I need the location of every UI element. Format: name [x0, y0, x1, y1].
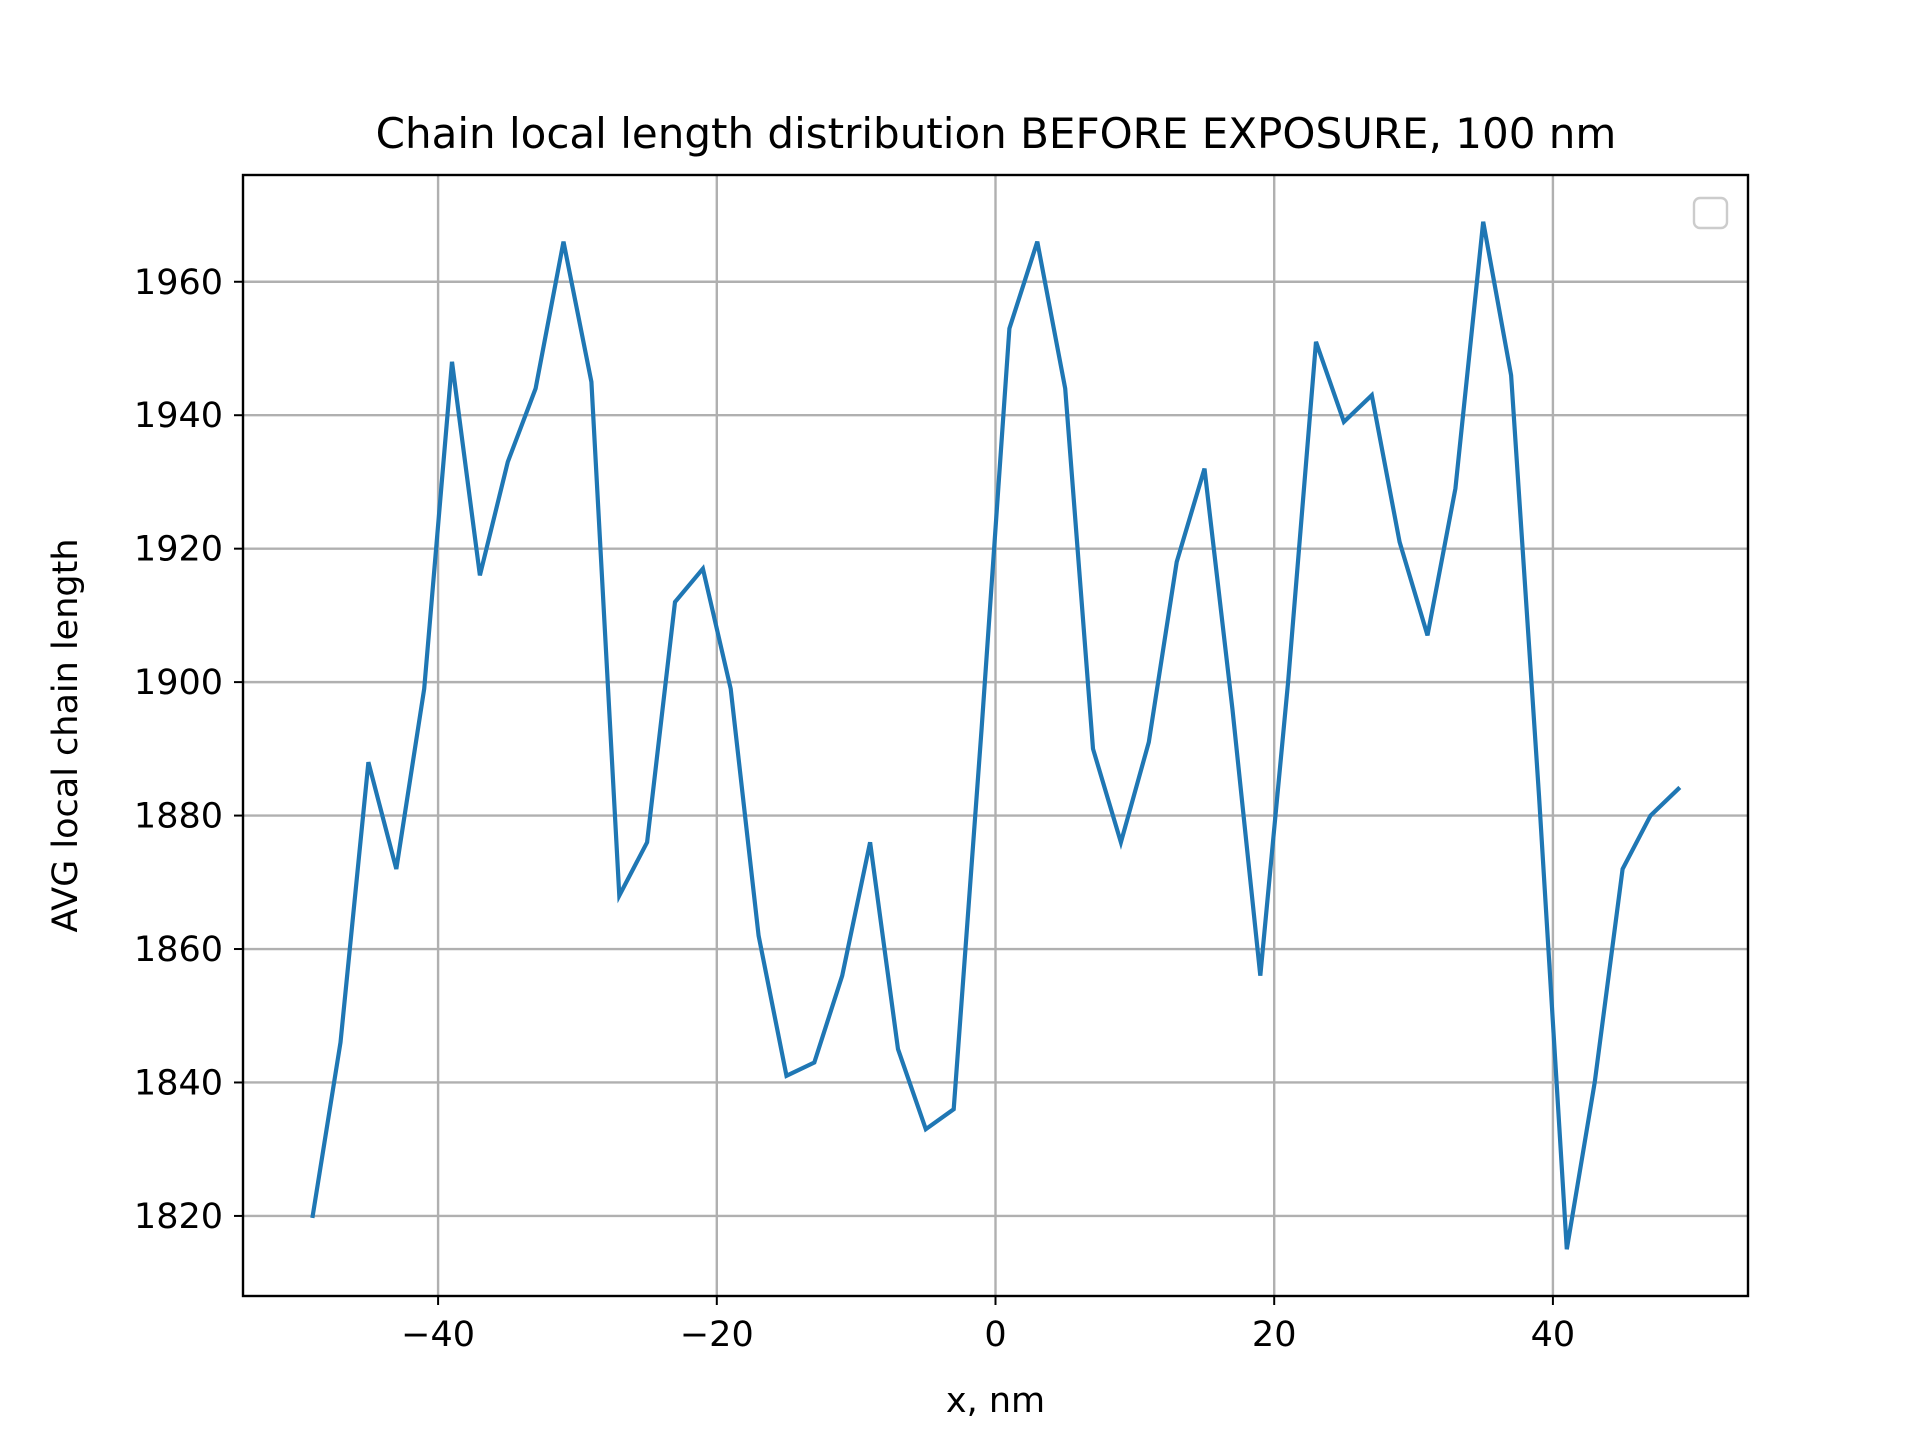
y-tick-label: 1860 — [134, 930, 223, 970]
series-line — [310, 221, 1682, 1250]
chart-title: Chain local length distribution BEFORE E… — [376, 109, 1617, 158]
y-tick-label: 1840 — [134, 1063, 223, 1103]
x-tick-label: 20 — [1252, 1315, 1297, 1355]
y-tick-label: 1880 — [134, 797, 223, 837]
y-axis-label: AVG local chain length — [46, 538, 86, 932]
series-layer — [310, 221, 1682, 1250]
y-tick-label: 1920 — [134, 530, 223, 570]
x-tick-label: −40 — [401, 1315, 475, 1355]
ticks: −40 −20 0 20 40 1820 1840 1860 1880 1900 1920 1940 1… — [134, 263, 1575, 1355]
grid — [243, 175, 1748, 1296]
x-tick-label: 40 — [1531, 1315, 1576, 1355]
y-tick-label: 1900 — [134, 663, 223, 703]
y-tick-label: 1960 — [134, 263, 223, 303]
x-tick-label: −20 — [680, 1315, 754, 1355]
y-tick-label: 1820 — [134, 1197, 223, 1237]
x-tick-label: 0 — [984, 1315, 1006, 1355]
y-tick-label: 1940 — [134, 396, 223, 436]
x-axis-label: x, nm — [946, 1381, 1045, 1421]
legend-box — [1692, 196, 1729, 230]
